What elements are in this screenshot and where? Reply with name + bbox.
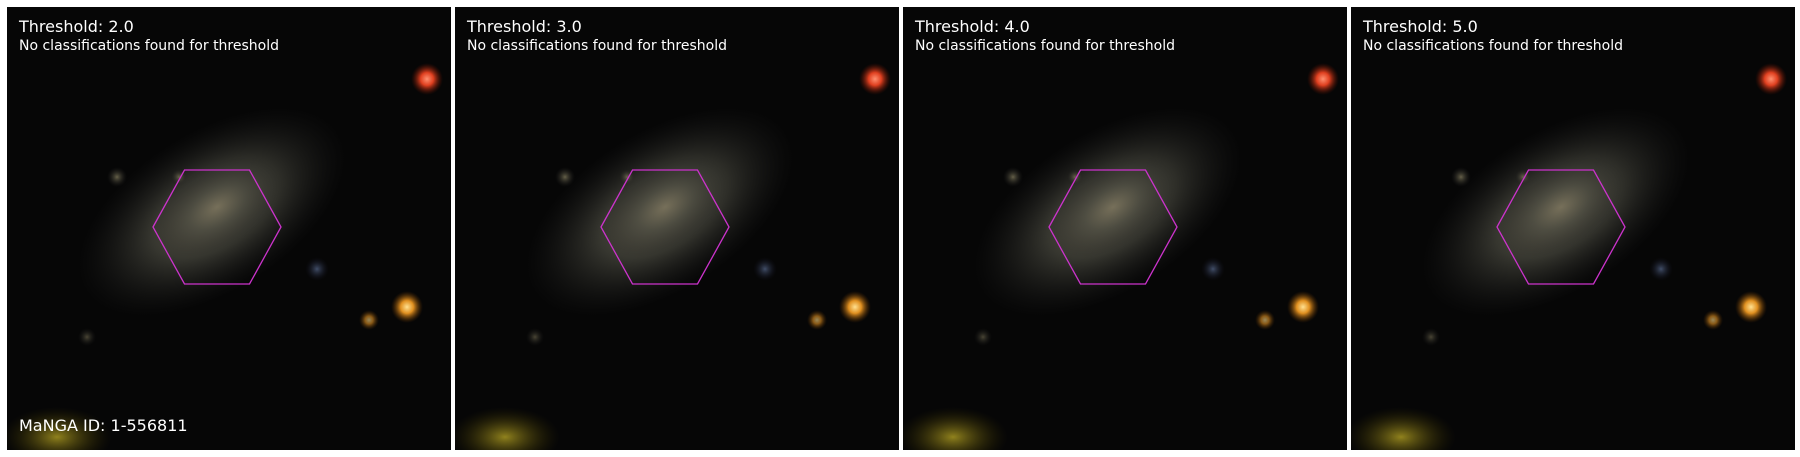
yellow-star — [1735, 291, 1767, 323]
galaxy-image — [1351, 7, 1795, 450]
galaxy-image — [7, 7, 451, 450]
panel-title: Threshold: 4.0 — [915, 17, 1030, 36]
red-star — [859, 63, 891, 95]
yellow-star — [1287, 291, 1319, 323]
hexagon-outline — [152, 169, 282, 285]
manga-id-label: MaNGA ID: 1-556811 — [19, 416, 188, 435]
panel-threshold-5: Threshold: 5.0 No classifications found … — [1351, 7, 1795, 450]
panel-title: Threshold: 5.0 — [1363, 17, 1478, 36]
panel-threshold-3: Threshold: 3.0 No classifications found … — [455, 7, 899, 450]
panel-title: Threshold: 3.0 — [467, 17, 582, 36]
panel-threshold-2: Threshold: 2.0 No classifications found … — [7, 7, 451, 450]
galaxy-image — [455, 7, 899, 450]
hexagon-outline — [1496, 169, 1626, 285]
panel-subtitle: No classifications found for threshold — [1363, 38, 1623, 54]
red-star — [1307, 63, 1339, 95]
hexagon-outline — [600, 169, 730, 285]
red-star — [411, 63, 443, 95]
panel-threshold-4: Threshold: 4.0 No classifications found … — [903, 7, 1347, 450]
panel-subtitle: No classifications found for threshold — [467, 38, 727, 54]
panel-subtitle: No classifications found for threshold — [915, 38, 1175, 54]
panel-subtitle: No classifications found for threshold — [19, 38, 279, 54]
hexagon-outline — [1048, 169, 1178, 285]
yellow-star — [839, 291, 871, 323]
red-star — [1755, 63, 1787, 95]
panel-title: Threshold: 2.0 — [19, 17, 134, 36]
galaxy-image — [903, 7, 1347, 450]
yellow-star — [391, 291, 423, 323]
